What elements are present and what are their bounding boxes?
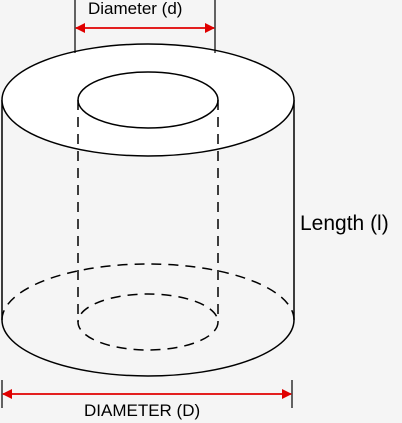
length-label: Length (l) — [300, 212, 389, 235]
inner-diameter-dimension — [74, 0, 216, 53]
outer-bottom-back-arc — [1, 263, 295, 321]
outer-diameter-label: DIAMETER (D) — [84, 401, 201, 420]
inner-bore — [77, 71, 219, 351]
outer-diameter-dimension — [1, 380, 293, 408]
inner-bottom-ellipse-hidden — [77, 293, 219, 351]
outer-bottom-front-arc — [1, 319, 295, 377]
inner-diameter-label: Diameter (d) — [88, 0, 183, 18]
inner-top-ellipse — [77, 71, 219, 129]
